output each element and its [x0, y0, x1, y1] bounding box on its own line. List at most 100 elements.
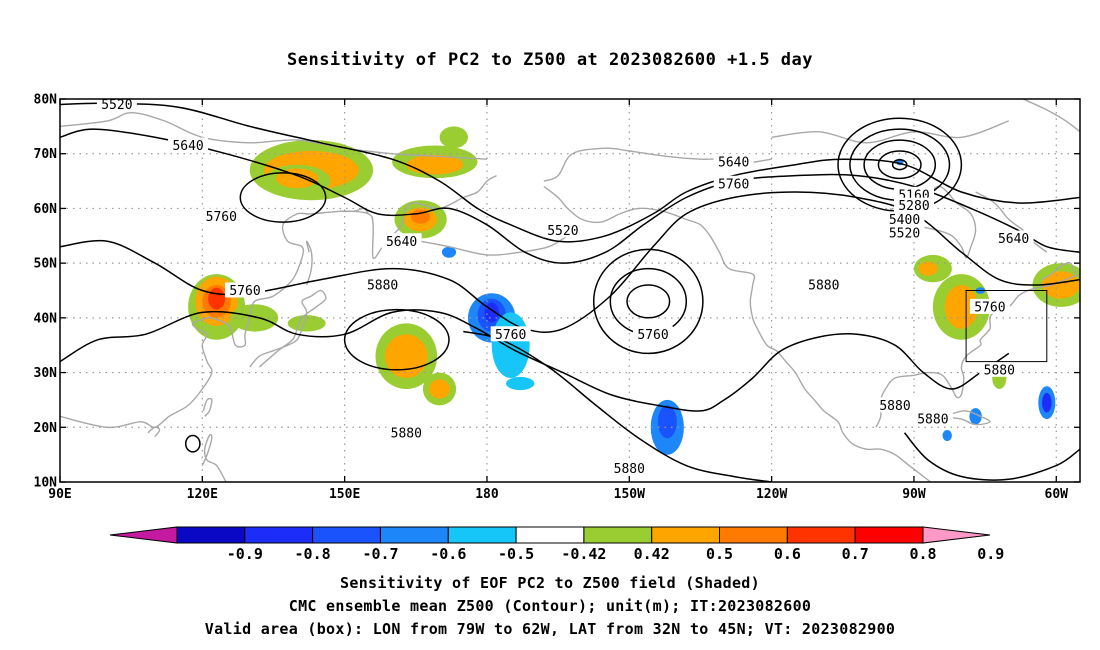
contour-5880-5: [903, 432, 1080, 481]
contour-label-bg: [713, 153, 754, 169]
closed-contour-unlabeled-5: [184, 434, 201, 453]
contour-label-5640: 5640: [718, 155, 749, 170]
contour-label-bg: [894, 197, 934, 213]
gridlines: [60, 99, 1080, 482]
shade-pos-17: [385, 334, 428, 379]
contour-label-5280: 5280: [898, 199, 929, 214]
lon-tick-label-180: 180: [475, 487, 499, 502]
coast-cuba: [937, 410, 991, 426]
coast-hainan: [147, 426, 161, 438]
lat-tick-label-80: 80N: [34, 93, 58, 108]
coast-kamchatka-west: [339, 207, 369, 215]
colorbar-segment-8: [719, 526, 788, 544]
colorbar-segment-9: [786, 526, 856, 544]
shade-neg-29: [484, 302, 499, 323]
coast-greenland: [1022, 99, 1080, 133]
contour-label-bg: [362, 277, 403, 292]
lon-tick-label-240: 120W: [756, 487, 787, 502]
shade-pos-14: [230, 304, 279, 332]
contour-label-5520: 5520: [889, 227, 920, 242]
contour-label-bg: [884, 225, 925, 240]
contour-label-bg: [875, 397, 915, 413]
contour-label-5760: 5760: [206, 210, 237, 225]
contour-5880-4: [463, 330, 772, 482]
coast-aleutians: [420, 235, 568, 256]
closed-contour-5760-2: [626, 284, 671, 319]
coast-japan: [249, 289, 327, 368]
lat-tick-label-50: 50N: [34, 257, 58, 272]
footer-line-1: Sensitivity of EOF PC2 to Z500 field (Sh…: [340, 574, 760, 592]
colorbar-extend-low: [109, 526, 178, 544]
lat-tick-label-20: 20N: [34, 421, 58, 436]
colorbar-label-11: 0.9: [977, 545, 1004, 563]
contour-label-5640: 5640: [998, 232, 1029, 247]
contour-label-bg: [884, 211, 925, 227]
contour-5880-3: [60, 309, 1010, 412]
contour-label-bg: [609, 460, 650, 476]
lat-tick-label-70: 70N: [34, 147, 58, 162]
colorbar-label-4: -0.5: [498, 545, 534, 563]
contour-label-bg: [381, 233, 422, 249]
shade-pos-19: [429, 379, 450, 399]
lon-tick-label-300: 60W: [1045, 487, 1069, 502]
contour-label-bg: [542, 222, 583, 238]
colorbar-label-8: 0.6: [774, 545, 801, 563]
contour-label-5520: 5520: [101, 98, 132, 113]
contour-label-5880: 5880: [391, 426, 422, 441]
valid-area-rect: [965, 290, 1048, 363]
colorbar-label-5: -0.42: [561, 545, 606, 563]
closed-contour-unlabeled-3: [609, 267, 688, 335]
colorbar-segment-10: [854, 526, 924, 544]
colorbar-label-2: -0.7: [362, 545, 398, 563]
contour-label-bg: [803, 277, 844, 292]
shade-pos-13: [208, 287, 226, 310]
shading-layer: [188, 126, 1080, 455]
colorbar-label-9: 0.7: [842, 545, 869, 563]
colorbar-segment-7: [651, 526, 721, 544]
closed-contour-unlabeled-6: [891, 159, 908, 171]
colorbar-label-10: 0.8: [909, 545, 936, 563]
colorbar-segment-1: [244, 526, 314, 544]
contour-label-bg: [993, 230, 1034, 246]
contour-label-5760: 5760: [718, 177, 749, 192]
closed-contour-5880-1: [343, 308, 450, 371]
colorbar-label-7: 0.5: [706, 545, 733, 563]
shade-pos-23: [918, 261, 938, 276]
contour-label-5880: 5880: [614, 462, 645, 477]
contour-label-5760: 5760: [974, 300, 1005, 315]
closed-contour-unlabeled-7: [877, 150, 922, 180]
contour-label-bg: [713, 175, 754, 191]
colorbar-label-6: 0.42: [634, 545, 670, 563]
contour-label-bg: [633, 326, 673, 342]
colorbar: -0.9 -0.8 -0.7 -0.6 -0.5 -0.42 0.42 0.5 0.6 0.7 0.…: [109, 526, 1004, 563]
colorbar-segment-2: [312, 526, 381, 544]
contour-label-5880: 5880: [367, 279, 398, 294]
coast-newfoundland: [1041, 262, 1076, 281]
valid-area-box: [965, 290, 1048, 363]
colorbar-extend-high: [922, 526, 991, 544]
lon-tick-label-120: 120E: [187, 487, 218, 502]
closed-contour-unlabeled-4: [592, 248, 704, 355]
lat-tick-label-30: 30N: [34, 366, 58, 381]
contour-label-bg: [912, 411, 953, 427]
shade-pos-3: [275, 168, 319, 189]
contour-label-bg: [979, 361, 1020, 377]
lon-tick-label-210: 150W: [614, 487, 645, 502]
colorbar-segment-6: [583, 526, 653, 544]
lat-tick-label-40: 40N: [34, 311, 58, 326]
coast-sakhalin: [305, 240, 313, 286]
footer-line-3: Valid area (box): LON from 79W to 62W, L…: [204, 620, 896, 638]
contour-label-5880: 5880: [879, 399, 910, 414]
lon-tick-label-150: 150E: [329, 487, 360, 502]
footer-line-2: CMC ensemble mean Z500 (Contour); unit(m…: [288, 597, 812, 615]
colorbar-segment-3: [380, 526, 449, 544]
lat-tick-label-10: 10N: [34, 476, 58, 491]
coast-siberia-coast: [60, 112, 488, 160]
chart-title: Sensitivity of PC2 to Z500 at 2023082600…: [286, 50, 813, 70]
coast-north-america-west: [543, 185, 932, 482]
map-frame: [59, 98, 1081, 483]
contour-label-5880: 5880: [984, 363, 1015, 378]
shade-neg-36: [1042, 392, 1052, 413]
